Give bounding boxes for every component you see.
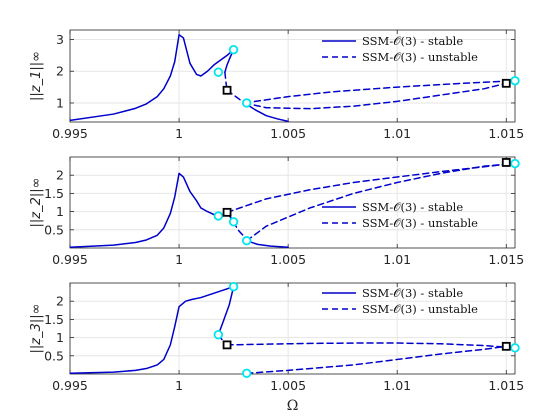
hopf-point-marker xyxy=(222,207,232,217)
y-tick-label: 1.5 xyxy=(44,186,64,201)
fold-point-marker xyxy=(241,368,252,378)
fold-point-marker xyxy=(213,67,224,77)
y-axis-label: ||z_1||∞ xyxy=(29,51,44,101)
legend-entry-label: SSM-𝒪(3) - unstable xyxy=(362,216,478,230)
hopf-point-marker xyxy=(501,341,511,351)
x-tick-label: 1.015 xyxy=(488,252,524,267)
fold-point-marker xyxy=(241,236,252,246)
unstable-branch-line xyxy=(245,162,515,242)
subplot-1: 0.995 1 1.005 1.01 1.015 1 2 3 ||z_1||∞ SSM-𝒪(3) … xyxy=(29,29,524,141)
subplot-2: 0.995 1 1.005 1.01 1.015 0.5 1 1.5 2 ||z_2||∞ SSM-… xyxy=(29,156,524,267)
axes-box xyxy=(69,29,516,123)
hopf-point-marker xyxy=(501,158,511,167)
fold-point-marker xyxy=(510,158,520,169)
hopf-point-marker xyxy=(222,85,232,95)
axes-box xyxy=(69,282,516,375)
legend-entry-label: SSM-𝒪(3) - stable xyxy=(362,34,463,48)
legend-entry-label: SSM-𝒪(3) - unstable xyxy=(362,50,478,64)
y-tick-label: 3 xyxy=(56,32,64,47)
y-tick-label: 2 xyxy=(56,294,64,309)
stable-branch-line xyxy=(70,34,235,122)
stable-branch-line xyxy=(70,172,220,248)
y-axis-label: ||z_2||∞ xyxy=(29,178,44,228)
fold-point-marker xyxy=(213,211,224,221)
stable-branch-line xyxy=(217,285,235,336)
y-tick-label: 1 xyxy=(56,95,64,110)
unstable-branch-line xyxy=(245,345,508,374)
hopf-point-marker xyxy=(222,340,232,350)
x-tick-label: 1.005 xyxy=(270,252,306,267)
legend-entry-label: SSM-𝒪(3) - stable xyxy=(362,286,463,300)
unstable-branch-line xyxy=(243,80,515,104)
x-tick-label: 1 xyxy=(175,126,183,141)
y-axis-label: ||z_3||∞ xyxy=(29,304,44,354)
x-tick-label: 1.005 xyxy=(270,126,306,141)
x-tick-label: 1.015 xyxy=(488,126,524,141)
stable-branch-line xyxy=(70,285,235,374)
fold-point-marker xyxy=(228,44,239,55)
axes-box xyxy=(69,156,516,249)
y-tick-label: 1 xyxy=(56,330,64,345)
x-tick-label: 1 xyxy=(175,378,183,393)
legend-entry-label: SSM-𝒪(3) - stable xyxy=(362,200,463,214)
fold-point-marker xyxy=(241,98,252,108)
x-tick-label: 0.995 xyxy=(52,252,88,267)
fold-point-marker xyxy=(510,76,520,86)
fold-point-marker xyxy=(213,329,224,340)
y-tick-label: 1 xyxy=(56,204,64,219)
y-tick-label: 0.5 xyxy=(44,348,64,363)
subplot-3: 0.995 1 1.005 1.01 1.015 0.5 1 1.5 2 ||z_3||∞ Ω SSM… xyxy=(29,281,524,414)
x-tick-label: 0.995 xyxy=(52,378,88,393)
x-tick-label: 1.01 xyxy=(383,252,411,267)
x-tick-label: 1.01 xyxy=(383,126,411,141)
series-group xyxy=(70,34,515,122)
fold-point-marker xyxy=(510,343,520,353)
unstable-branch-line xyxy=(243,82,508,110)
stable-branch-line xyxy=(245,239,289,248)
legend: SSM-𝒪(3) - stable SSM-𝒪(3) - unstable xyxy=(322,200,478,230)
x-tick-label: 1.015 xyxy=(488,378,524,393)
legend-entry-label: SSM-𝒪(3) - unstable xyxy=(362,302,478,316)
hopf-point-marker xyxy=(501,78,511,88)
unstable-branch-line xyxy=(226,342,515,349)
stable-branch-line xyxy=(243,102,289,122)
x-tick-label: 1.005 xyxy=(270,378,306,393)
x-tick-label: 1.01 xyxy=(383,378,411,393)
y-tick-label: 0.5 xyxy=(44,222,64,237)
legend: SSM-𝒪(3) - stable SSM-𝒪(3) - unstable xyxy=(322,34,478,64)
legend: SSM-𝒪(3) - stable SSM-𝒪(3) - unstable xyxy=(322,286,478,316)
y-tick-label: 2 xyxy=(56,64,64,79)
x-tick-label: 1 xyxy=(175,252,183,267)
y-tick-label: 1.5 xyxy=(44,312,64,327)
unstable-branch-line xyxy=(226,163,508,214)
x-tick-label: 0.995 xyxy=(52,126,88,141)
x-axis-label: Ω xyxy=(287,398,299,414)
fold-point-marker xyxy=(228,281,239,292)
y-tick-label: 2 xyxy=(56,168,64,183)
fold-point-marker xyxy=(228,217,239,227)
